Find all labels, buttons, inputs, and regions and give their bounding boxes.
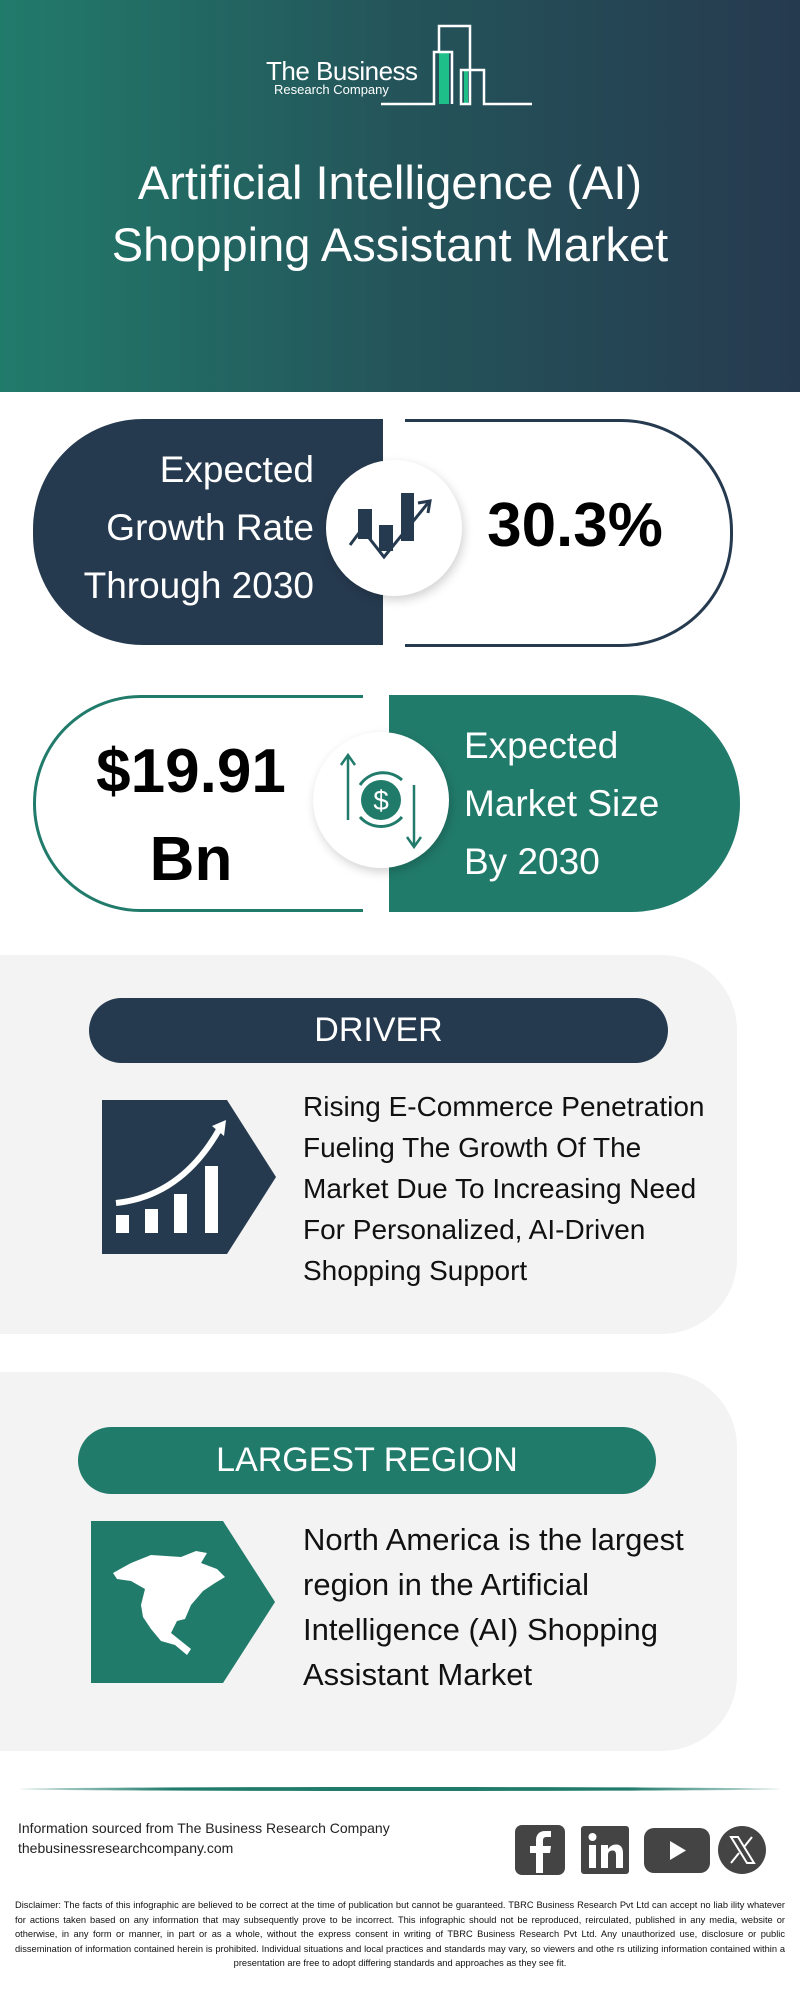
- north-america-map-icon: [91, 1521, 275, 1683]
- growth-icon-circle: [326, 460, 462, 596]
- logo-buildings-icon: [381, 24, 532, 106]
- region-text-line: region in the Artificial: [303, 1567, 590, 1602]
- market-size-value-panel: $19.91 Bn: [33, 695, 363, 912]
- driver-text: Rising E-Commerce Penetration Fueling Th…: [303, 1086, 705, 1291]
- growth-label: Expected Growth Rate Through 2030: [84, 441, 314, 615]
- footer-divider: [20, 1787, 780, 1791]
- website-link[interactable]: thebusinessresearchcompany.com: [18, 1840, 234, 1856]
- driver-text-line: Fueling The Growth Of The: [303, 1132, 642, 1163]
- disclaimer-text: Disclaimer: The facts of this infographi…: [15, 1900, 785, 1969]
- driver-text-line: Shopping Support: [303, 1255, 528, 1286]
- driver-text-line: For Personalized, AI-Driven: [303, 1214, 646, 1245]
- youtube-icon[interactable]: [644, 1828, 710, 1874]
- region-text-line: Assistant Market: [303, 1657, 533, 1692]
- market-size-label-line: Market Size: [464, 783, 660, 824]
- driver-panel: DRIVER Rising E-Commerce Penetration Fue…: [0, 955, 737, 1334]
- x-icon[interactable]: [717, 1825, 767, 1875]
- region-text-line: North America is the largest: [303, 1522, 684, 1557]
- region-text: North America is the largest region in t…: [303, 1517, 684, 1697]
- logo-name-line1: The Business: [266, 56, 418, 86]
- market-size-label: Expected Market Size By 2030: [464, 717, 659, 891]
- market-size-label-line: By 2030: [464, 841, 600, 882]
- growth-chart-icon: [348, 493, 432, 560]
- market-size-value: $19.91 Bn: [36, 728, 346, 904]
- market-size-value-line1: $19.91: [96, 737, 286, 806]
- region-text-line: Intelligence (AI) Shopping: [303, 1612, 659, 1647]
- growth-value-panel: 30.3%: [405, 419, 733, 647]
- linkedin-icon[interactable]: [581, 1826, 631, 1876]
- market-size-value-line2: Bn: [149, 825, 233, 894]
- title-line-2: Shopping Assistant Market: [111, 218, 669, 271]
- svg-text:$: $: [373, 785, 389, 816]
- market-size-label-line: Expected: [464, 725, 619, 766]
- growth-label-panel: Expected Growth Rate Through 2030: [33, 419, 383, 645]
- market-size-icon-circle: $: [313, 732, 449, 868]
- rising-bar-chart-icon: [102, 1100, 276, 1254]
- growth-label-line: Expected: [159, 449, 314, 490]
- source-text: Information sourced from The Business Re…: [18, 1820, 390, 1836]
- region-heading: LARGEST REGION: [78, 1427, 656, 1494]
- growth-label-line: Growth Rate: [106, 507, 314, 548]
- driver-text-line: Market Due To Increasing Need: [303, 1173, 697, 1204]
- growth-label-line: Through 2030: [83, 565, 314, 606]
- header-banner: The Business Research Company Artificial…: [0, 0, 800, 392]
- title-line-1: Artificial Intelligence (AI): [137, 156, 643, 209]
- page-title: Artificial Intelligence (AI) Shopping As…: [0, 152, 780, 276]
- driver-heading: DRIVER: [89, 998, 668, 1063]
- driver-text-line: Rising E-Commerce Penetration: [303, 1091, 705, 1122]
- facebook-icon[interactable]: [515, 1825, 565, 1875]
- logo-name-line2: Research Company: [274, 82, 389, 97]
- market-size-label-panel: Expected Market Size By 2030: [389, 695, 740, 912]
- dollar-cycle-icon: $: [339, 752, 423, 850]
- region-panel: LARGEST REGION North America is the larg…: [0, 1372, 737, 1751]
- growth-value: 30.3%: [487, 491, 663, 560]
